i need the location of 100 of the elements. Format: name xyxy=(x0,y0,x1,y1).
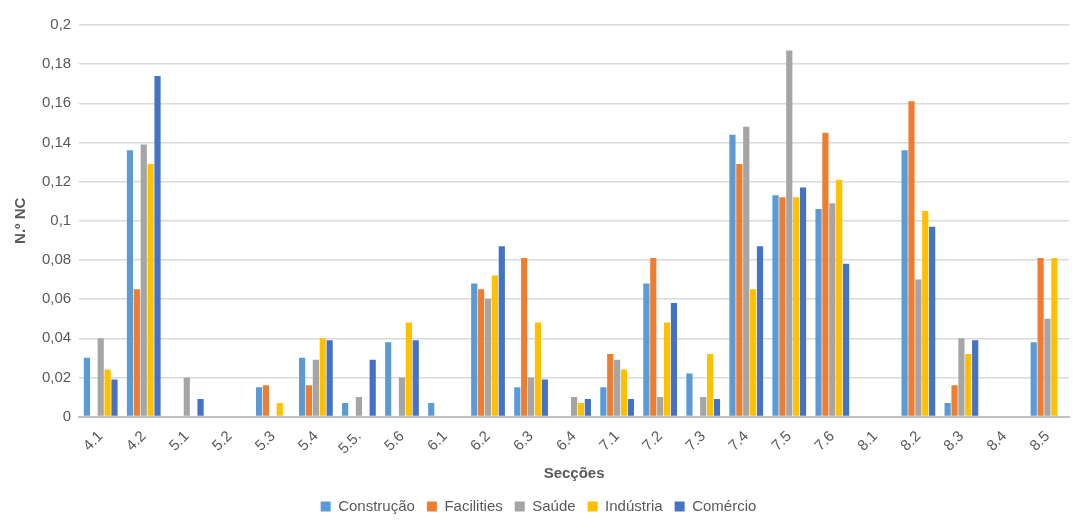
bar xyxy=(736,164,743,416)
bar xyxy=(104,369,111,416)
x-tick-label: 7.2 xyxy=(638,426,666,454)
bar xyxy=(577,402,585,416)
bar xyxy=(305,385,313,416)
x-tick-label: 5.6 xyxy=(380,426,408,454)
y-tick-label: 0,2 xyxy=(50,15,72,33)
bar xyxy=(686,373,693,416)
x-tick-label: 7.1 xyxy=(595,426,623,454)
bar xyxy=(319,338,326,416)
bar xyxy=(944,402,951,416)
x-tick-label: 7.5 xyxy=(767,426,795,454)
bar xyxy=(951,385,958,416)
bar xyxy=(643,283,650,416)
bar xyxy=(779,197,786,416)
x-tick-label: 8.3 xyxy=(939,426,967,454)
bar xyxy=(793,197,800,416)
x-tick-label: 7.3 xyxy=(681,426,709,454)
bar xyxy=(83,357,91,416)
x-tick-label: 6.4 xyxy=(552,426,580,454)
y-tick-label: 0,12 xyxy=(41,171,72,189)
bar xyxy=(713,398,721,416)
y-tick-label: 0,18 xyxy=(41,54,72,72)
bar xyxy=(276,402,283,416)
bar xyxy=(398,377,406,416)
bar xyxy=(584,398,591,416)
legend-label: Indústria xyxy=(605,496,664,514)
bar xyxy=(342,402,349,416)
y-tick-label: 0,1 xyxy=(50,210,72,228)
bar xyxy=(405,322,412,416)
legend-label: Saúde xyxy=(532,496,576,514)
bar xyxy=(498,246,505,416)
bar xyxy=(183,377,190,416)
x-tick-label: 4.2 xyxy=(122,426,149,454)
x-tick-label: 4.1 xyxy=(78,426,106,454)
bar xyxy=(829,203,836,416)
bar xyxy=(111,379,118,416)
bar xyxy=(815,209,822,416)
bar xyxy=(133,289,140,416)
bar xyxy=(571,397,578,416)
bar xyxy=(1051,257,1058,416)
bar xyxy=(147,164,154,416)
x-tick-label: 5.2 xyxy=(208,426,235,454)
x-tick-label: 6.2 xyxy=(466,426,494,454)
bar xyxy=(958,338,965,416)
bar xyxy=(521,257,528,416)
bar xyxy=(929,226,936,416)
bar xyxy=(650,257,657,416)
bar xyxy=(965,353,972,416)
x-tick-label: 5.4 xyxy=(294,426,321,454)
bar xyxy=(600,387,607,416)
bar xyxy=(491,275,499,416)
x-tick-label: 6.1 xyxy=(423,426,451,454)
bar xyxy=(140,144,147,416)
bar xyxy=(312,359,319,416)
bar xyxy=(743,126,750,416)
x-tick-label: 5.1 xyxy=(165,426,192,454)
bar xyxy=(514,387,521,416)
bar xyxy=(972,340,979,416)
bar xyxy=(922,211,929,416)
x-tick-label: 7.4 xyxy=(724,426,752,454)
bar xyxy=(1044,318,1051,416)
bar xyxy=(126,150,134,416)
legend-label: Facilities xyxy=(444,496,503,514)
x-tick-label: 5.3 xyxy=(251,426,278,454)
bar xyxy=(729,134,736,416)
x-tick-label: 6.3 xyxy=(509,426,537,454)
bar xyxy=(663,322,671,416)
bar xyxy=(786,50,793,416)
bar xyxy=(534,322,542,416)
bar xyxy=(607,353,614,416)
bar xyxy=(478,289,485,416)
bar xyxy=(620,369,628,416)
bar xyxy=(901,150,908,416)
y-tick-label: 0,06 xyxy=(41,289,72,307)
y-tick-label: 0,02 xyxy=(41,367,72,385)
bar xyxy=(428,402,435,416)
bar xyxy=(756,246,764,416)
bar xyxy=(822,132,829,416)
y-tick-label: 0 xyxy=(62,406,72,424)
bar xyxy=(326,340,333,416)
bar xyxy=(541,379,548,416)
x-tick-label: 8.5 xyxy=(1025,426,1053,454)
bar xyxy=(299,357,306,416)
x-axis-title: Secções xyxy=(543,464,605,482)
x-tick-label: 8.2 xyxy=(896,426,924,454)
bar xyxy=(97,338,104,416)
bar xyxy=(799,187,807,416)
x-tick-label: 8.4 xyxy=(982,426,1010,454)
y-axis-title: N.º NC xyxy=(11,197,29,244)
bar xyxy=(369,359,376,416)
bar xyxy=(772,195,779,416)
x-tick-label: 8.1 xyxy=(853,426,881,454)
y-tick-label: 0,16 xyxy=(41,93,72,111)
bar xyxy=(255,387,263,416)
bar xyxy=(471,283,478,416)
bar xyxy=(915,279,922,416)
bar xyxy=(154,75,161,416)
x-tick-label: 7.6 xyxy=(810,426,838,454)
bar xyxy=(527,377,535,416)
